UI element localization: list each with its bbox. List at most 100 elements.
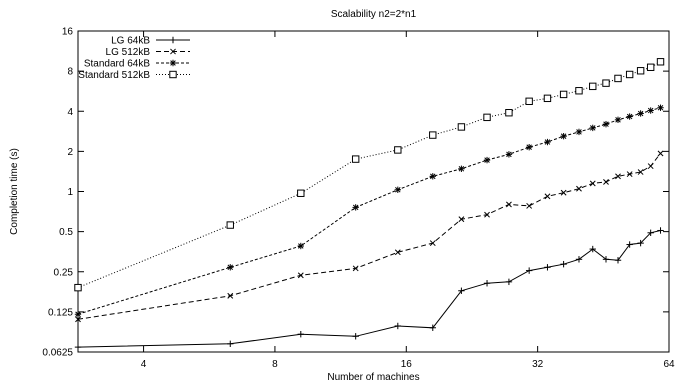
data-point xyxy=(637,110,644,117)
data-point xyxy=(74,343,82,351)
data-point xyxy=(589,180,596,187)
data-point xyxy=(559,90,568,99)
x-tick-label: 4 xyxy=(141,359,147,370)
y-tick-label: 0.125 xyxy=(48,307,73,318)
data-point xyxy=(544,264,551,271)
data-point xyxy=(429,240,436,247)
data-point xyxy=(602,120,610,128)
data-point xyxy=(544,193,551,200)
legend-item: Standard 64kB xyxy=(84,59,190,70)
y-tick-label: 8 xyxy=(67,67,73,78)
x-tick-label: 8 xyxy=(272,359,278,370)
x-tick-label: 16 xyxy=(401,359,413,370)
data-point xyxy=(525,143,533,151)
data-point xyxy=(483,113,491,122)
data-point xyxy=(560,132,567,140)
data-point xyxy=(74,283,82,292)
data-point xyxy=(614,74,622,83)
data-point xyxy=(615,173,621,180)
legend-label: Standard 512kB xyxy=(78,70,150,81)
data-point xyxy=(351,155,360,163)
y-tick-label: 4 xyxy=(67,107,73,118)
y-tick-label: 0.5 xyxy=(59,227,73,238)
y-tick-label: 0.25 xyxy=(54,267,74,278)
data-point xyxy=(636,67,645,75)
legend-label: Standard 64kB xyxy=(84,59,150,70)
data-point xyxy=(637,239,644,247)
data-point xyxy=(603,179,609,185)
data-point xyxy=(589,124,596,132)
data-point xyxy=(227,264,234,271)
data-point xyxy=(352,265,359,272)
legend-label: LG 64kB xyxy=(111,36,150,47)
data-point xyxy=(394,249,401,256)
legend-marker xyxy=(170,48,176,55)
data-point xyxy=(543,94,552,103)
data-point xyxy=(647,107,654,114)
data-point xyxy=(227,340,234,348)
data-point xyxy=(458,165,465,173)
data-point xyxy=(227,292,234,299)
series-line xyxy=(77,153,661,320)
chart-title: Scalability n2=2*n1 xyxy=(331,9,417,20)
data-point xyxy=(74,311,82,318)
data-point xyxy=(505,109,513,117)
data-point xyxy=(602,256,610,263)
data-point xyxy=(505,278,513,286)
y-axis-label: Completion time (s) xyxy=(9,148,20,235)
data-point xyxy=(429,131,437,139)
data-point xyxy=(394,146,402,154)
data-point xyxy=(458,216,465,223)
legend-item: LG 512kB xyxy=(106,47,190,58)
series-standard-512kb xyxy=(74,58,665,292)
y-tick-label: 2 xyxy=(67,147,73,158)
data-point xyxy=(589,82,597,91)
data-point xyxy=(544,138,551,146)
data-point xyxy=(560,260,567,268)
y-tick-label: 1 xyxy=(67,187,73,198)
data-point xyxy=(575,87,583,95)
data-point xyxy=(226,221,234,229)
data-point xyxy=(647,163,654,170)
legend-marker xyxy=(169,70,177,79)
data-point xyxy=(625,70,634,79)
x-tick-label: 64 xyxy=(663,359,675,370)
data-point xyxy=(297,242,304,250)
plot-frame xyxy=(77,30,670,353)
data-point xyxy=(646,63,655,71)
series-line xyxy=(77,61,661,289)
series-line xyxy=(77,230,661,348)
x-axis-label: Number of machines xyxy=(327,372,419,383)
data-point xyxy=(626,113,633,120)
series-lg-64kb xyxy=(74,227,664,351)
legend-label: LG 512kB xyxy=(106,47,151,58)
data-point xyxy=(394,322,402,330)
data-point xyxy=(297,272,304,279)
x-ticks: 4 8 16 32 64 xyxy=(141,31,675,370)
data-point xyxy=(647,229,654,236)
data-point xyxy=(657,104,664,111)
y-tick-label: 0.0625 xyxy=(42,348,73,359)
data-point xyxy=(626,171,633,178)
data-point xyxy=(525,267,533,274)
data-point xyxy=(484,211,490,218)
data-point xyxy=(589,245,596,253)
series-standard-64kb xyxy=(74,104,664,318)
data-point xyxy=(657,150,664,157)
data-point xyxy=(637,169,644,175)
data-point xyxy=(602,79,610,87)
data-point xyxy=(506,201,512,208)
legend-item: LG 64kB xyxy=(111,36,190,47)
series-lg-512kb xyxy=(75,150,664,323)
data-point xyxy=(656,58,665,66)
data-point xyxy=(626,241,633,248)
legend-marker xyxy=(169,36,177,44)
data-point xyxy=(394,186,402,193)
data-point xyxy=(657,227,664,234)
data-point xyxy=(525,97,533,106)
data-point xyxy=(429,173,436,180)
data-point xyxy=(505,151,513,158)
data-point xyxy=(297,189,305,197)
